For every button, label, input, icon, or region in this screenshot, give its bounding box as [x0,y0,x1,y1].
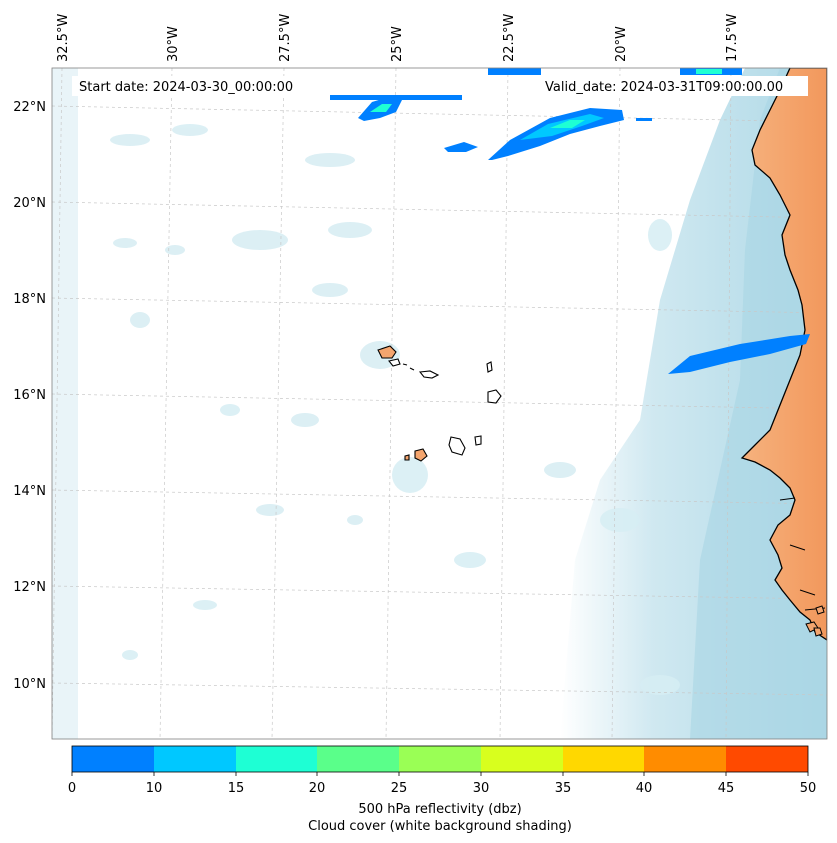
lat-label: 16°N [13,388,46,403]
colorbar-tick-label: 35 [555,781,572,796]
start-date-label: Start date: 2024-03-30_00:00:00 [79,80,293,95]
colorbar-segment [317,746,399,772]
africa-land [740,68,827,641]
colorbar-sublabel: Cloud cover (white background shading) [308,819,572,834]
lat-label: 14°N [13,484,46,499]
lat-label: 22°N [13,100,46,115]
colorbar-segment [563,746,644,772]
colorbar-tick-label: 45 [718,781,735,796]
colorbar-tick-label: 15 [228,781,245,796]
colorbar-segment [72,746,154,772]
colorbar-segment [644,746,726,772]
lon-label: 27.5°W [278,14,293,62]
colorbar-segment [726,746,808,772]
latitude-labels: 22°N 20°N 18°N 16°N 14°N 12°N 10°N [13,100,46,692]
colorbar-tick-label: 30 [473,781,490,796]
colorbar-tick-label: 25 [391,781,408,796]
lon-label: 30°W [166,26,181,62]
lon-label: 20°W [614,26,629,62]
lat-label: 10°N [13,677,46,692]
colorbar-tick-label: 10 [146,781,163,796]
cloud-patches [110,124,680,695]
graticule [52,68,827,739]
cloud-cover-west [52,68,78,739]
reflectivity-features [330,68,810,374]
lat-label: 18°N [13,292,46,307]
cape-verde-islands [377,345,502,462]
colorbar-tick-label: 20 [309,781,326,796]
bissagos-islands [805,605,825,637]
start-date-box [72,76,310,96]
colorbar-tick-label: 40 [636,781,653,796]
colorbar-segment [154,746,236,772]
lat-label: 20°N [13,196,46,211]
lon-label: 25°W [390,26,405,62]
longitude-labels: 32.5°W 30°W 27.5°W 25°W 22.5°W 20°W 17.5… [56,14,740,62]
valid-date-box [538,76,808,96]
colorbar-frame [71,745,809,773]
colorbar-segment [481,746,563,772]
colorbar-tick-label: 50 [800,781,817,796]
lat-label: 12°N [13,580,46,595]
colorbar-tick-label: 0 [68,781,76,796]
colorbar-label: 500 hPa reflectivity (dbz) [358,802,521,817]
valid-date-label: Valid_date: 2024-03-31T09:00:00.00 [545,80,783,95]
lon-label: 17.5°W [725,14,740,62]
lon-label: 22.5°W [502,14,517,62]
coast-detail [779,497,826,611]
colorbar: 0 10 15 20 25 30 35 40 45 50 500 hPa ref… [68,745,817,834]
map-border [51,67,828,740]
colorbar-segment [236,746,317,772]
lon-label: 32.5°W [56,14,71,62]
colorbar-segment [399,746,481,772]
